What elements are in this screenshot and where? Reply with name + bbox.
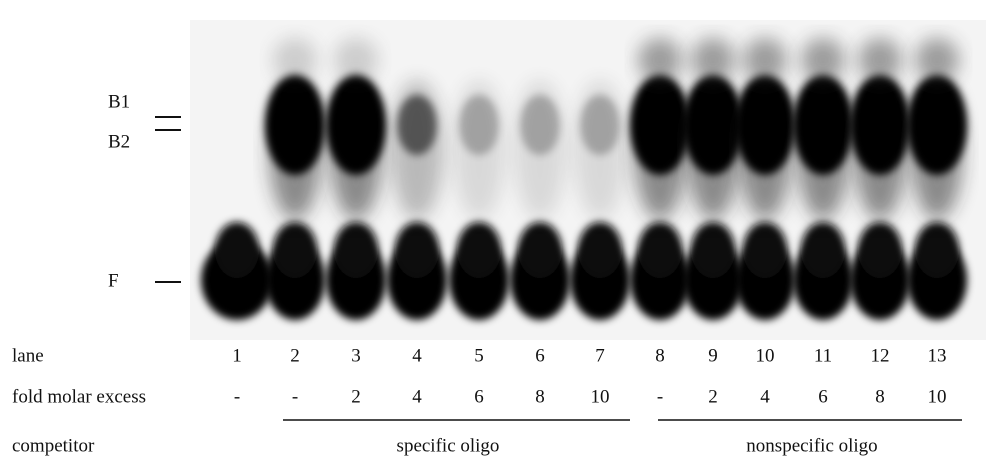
fold-value: - (234, 386, 240, 407)
lane-number: 1 (232, 345, 242, 366)
well-smear (743, 38, 787, 82)
bound-band (520, 95, 560, 155)
lane-number: 12 (871, 345, 890, 366)
free-probe-smear (743, 222, 787, 278)
well-smear (691, 38, 735, 82)
lane-number: 6 (535, 345, 545, 366)
well-smear (915, 38, 959, 82)
fold-value: 10 (928, 386, 947, 407)
row-label: competitor (12, 435, 95, 456)
free-probe-smear (915, 222, 959, 278)
lane-number: 11 (814, 345, 832, 366)
free-probe-smear (273, 222, 317, 278)
free-probe-smear (395, 222, 439, 278)
bound-band (683, 75, 743, 175)
fold-value: 4 (412, 386, 422, 407)
lane-number: 3 (351, 345, 361, 366)
group-label: nonspecific oligo (746, 435, 877, 456)
well-smear (638, 38, 682, 82)
bound-band (630, 75, 690, 175)
lane-number: 4 (412, 345, 422, 366)
free-probe-smear (518, 222, 562, 278)
lane-number: 2 (290, 345, 300, 366)
fold-value: - (657, 386, 663, 407)
fold-value: 2 (708, 386, 718, 407)
fold-value: 8 (535, 386, 545, 407)
fold-value: 2 (351, 386, 361, 407)
lane-number: 9 (708, 345, 718, 366)
free-probe-smear (638, 222, 682, 278)
well-smear (801, 38, 845, 82)
free-probe-smear (858, 222, 902, 278)
lane-number: 7 (595, 345, 605, 366)
bound-band (850, 75, 910, 175)
well-smear (334, 38, 378, 82)
well-smear (273, 38, 317, 82)
bound-band (793, 75, 853, 175)
fold-value: 6 (474, 386, 484, 407)
lane-number: 5 (474, 345, 484, 366)
gel (201, 38, 967, 320)
lane-number: 10 (756, 345, 775, 366)
fold-value: 8 (875, 386, 885, 407)
marker-label: B2 (108, 131, 130, 152)
bound-band (397, 95, 437, 155)
fold-value: 6 (818, 386, 828, 407)
bound-band (907, 75, 967, 175)
bound-band (459, 95, 499, 155)
bound-band (580, 95, 620, 155)
fold-value: 10 (591, 386, 610, 407)
free-probe-smear (334, 222, 378, 278)
marker-label: B1 (108, 91, 130, 112)
group-label: specific oligo (397, 435, 500, 456)
lane-number: 13 (928, 345, 947, 366)
free-probe-smear (457, 222, 501, 278)
free-probe-smear (801, 222, 845, 278)
bound-band (265, 75, 325, 175)
row-label: lane (12, 345, 44, 366)
free-probe-smear (691, 222, 735, 278)
fold-value: 4 (760, 386, 770, 407)
bound-band (735, 75, 795, 175)
free-probe-smear (578, 222, 622, 278)
marker-label: F (108, 270, 119, 291)
lane-number: 8 (655, 345, 665, 366)
row-label: fold molar excess (12, 386, 146, 407)
free-probe-smear (215, 222, 259, 278)
fold-value: - (292, 386, 298, 407)
bound-band (326, 75, 386, 175)
well-smear (858, 38, 902, 82)
